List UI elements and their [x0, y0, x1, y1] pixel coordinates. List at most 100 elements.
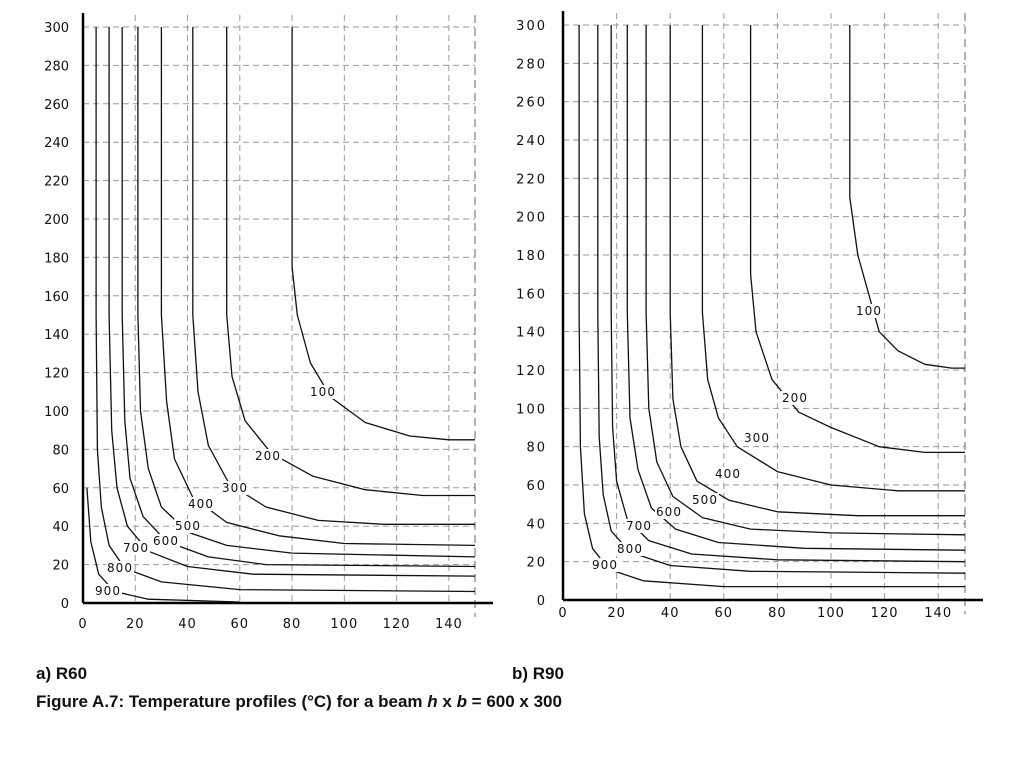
y-tick-label: 40	[526, 517, 547, 532]
y-tick-label: 220	[516, 172, 547, 187]
isotherm-label-200: 200	[782, 391, 808, 405]
y-tick-label: 240	[516, 134, 547, 149]
isotherm-label-600: 600	[656, 505, 682, 519]
x-tick-label: 140	[924, 606, 952, 621]
x-tick-label: 100	[330, 617, 358, 632]
x-tick-label: 40	[178, 617, 197, 632]
x-tick-label: 60	[715, 606, 734, 621]
y-tick-label: 40	[52, 520, 69, 535]
y-tick-label: 60	[526, 479, 547, 494]
panel-a-label: a) R60	[36, 664, 88, 683]
isotherm-600	[626, 25, 966, 551]
y-tick-label: 200	[516, 211, 547, 226]
isotherm-label-bg	[616, 542, 644, 556]
isotherm-label-bg	[743, 431, 771, 445]
x-tick-label: 120	[871, 606, 899, 621]
isotherm-500	[137, 27, 476, 558]
x-tick-label: 80	[768, 606, 787, 621]
y-tick-label: 160	[516, 287, 547, 302]
y-tick-label: 180	[44, 251, 69, 266]
y-tick-label: 100	[44, 405, 69, 420]
isotherm-500	[645, 25, 966, 536]
x-tick-label: 80	[283, 617, 302, 632]
isotherm-label-100: 100	[856, 304, 882, 318]
y-tick-label: 20	[52, 559, 69, 574]
isotherm-label-bg	[691, 493, 719, 507]
caption-text: Figure A.7: Temperature profiles (°C) fo…	[36, 692, 428, 711]
isotherm-label-bg	[94, 584, 122, 598]
y-tick-label: 120	[516, 364, 547, 379]
x-tick-label: 0	[78, 617, 87, 632]
isotherm-900	[86, 487, 240, 603]
y-tick-label: 240	[44, 136, 69, 151]
y-tick-label: 220	[44, 175, 69, 190]
x-tick-label: 0	[558, 606, 567, 621]
isotherm-label-700: 700	[626, 519, 652, 533]
isotherm-label-bg	[254, 449, 282, 463]
isotherm-label-bg	[591, 558, 619, 572]
x-tick-label: 40	[661, 606, 680, 621]
y-tick-label: 300	[44, 21, 69, 36]
isotherm-label-600: 600	[153, 534, 179, 548]
isotherm-label-400: 400	[715, 467, 741, 481]
isotherm-100	[291, 27, 475, 441]
panel-b-label: b) R90	[512, 664, 564, 683]
isotherm-400	[160, 27, 476, 547]
y-tick-label: 140	[44, 328, 69, 343]
y-tick-label: 260	[516, 96, 547, 111]
isotherm-label-800: 800	[107, 561, 133, 575]
y-tick-label: 160	[44, 290, 69, 305]
isotherm-label-300: 300	[744, 431, 770, 445]
y-tick-label: 0	[61, 597, 69, 612]
isotherm-400	[669, 25, 965, 517]
isotherm-label-bg	[187, 497, 215, 511]
isotherm-label-bg	[855, 304, 883, 318]
panel-b-r90: 0 20 40 60 80 100 120 140 0 20 40 60 80 100 120 140 160 1…	[516, 11, 983, 621]
isotherm-700	[108, 27, 476, 577]
isotherm-label-bg	[221, 481, 249, 495]
panel-a-r60: 0 20 40 60 80 100 120 140 0 20 40 60 80 100 120 140 160 1…	[44, 13, 493, 632]
y-tick-label: 120	[44, 367, 69, 382]
figure-caption: Figure A.7: Temperature profiles (°C) fo…	[36, 692, 562, 712]
isotherm-200	[226, 27, 475, 497]
x-tick-label: 140	[435, 617, 463, 632]
caption-b: b	[456, 692, 467, 711]
isotherm-label-900: 900	[95, 584, 121, 598]
y-tick-label: 280	[44, 59, 69, 74]
isotherm-900	[578, 25, 965, 588]
isotherm-label-bg	[625, 519, 653, 533]
isotherm-100	[849, 25, 965, 369]
y-tick-label: 280	[516, 57, 547, 72]
isotherm-label-bg	[106, 561, 134, 575]
isotherm-600	[121, 27, 476, 568]
isotherm-label-bg	[152, 534, 180, 548]
isotherm-label-900: 900	[592, 558, 618, 572]
y-tick-label: 60	[52, 482, 69, 497]
x-tick-label: 20	[126, 617, 145, 632]
x-tick-label: 100	[817, 606, 845, 621]
y-tick-label: 300	[516, 19, 547, 34]
y-tick-label: 80	[52, 443, 69, 458]
isotherm-label-100: 100	[310, 385, 336, 399]
isotherm-label-bg	[122, 541, 150, 555]
isotherm-200	[749, 25, 965, 454]
y-tick-label: 140	[516, 326, 547, 341]
isotherm-800	[597, 25, 966, 574]
caption-h: h	[427, 692, 438, 711]
isotherm-label-400: 400	[188, 497, 214, 511]
y-tick-label: 200	[44, 213, 69, 228]
isotherm-label-200: 200	[255, 449, 281, 463]
isotherm-label-bg	[714, 467, 742, 481]
y-tick-label: 0	[537, 594, 547, 609]
isotherm-label-bg	[781, 391, 809, 405]
caption-x: x	[437, 692, 457, 711]
x-tick-label: 60	[231, 617, 250, 632]
isotherm-label-bg	[309, 385, 337, 399]
isotherm-label-300: 300	[222, 481, 248, 495]
y-tick-label: 80	[526, 441, 547, 456]
isotherm-label-800: 800	[617, 542, 643, 556]
isotherm-label-bg	[174, 519, 202, 533]
isotherm-800	[95, 27, 476, 593]
y-tick-label: 20	[526, 556, 547, 571]
